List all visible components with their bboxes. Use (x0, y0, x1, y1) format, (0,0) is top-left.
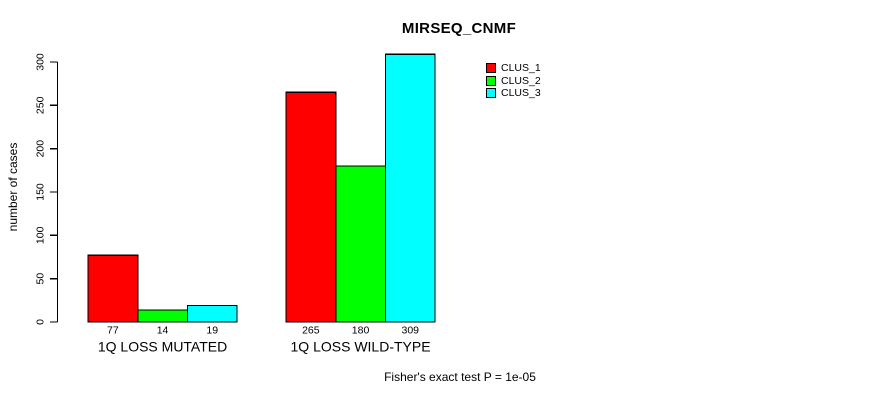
chart-title: MIRSEQ_CNMF (401, 20, 517, 37)
bar (87, 254, 139, 323)
bar-value-label: 14 (157, 325, 169, 337)
legend-label: CLUS_1 (501, 62, 541, 75)
legend-label: CLUS_2 (501, 74, 541, 87)
y-axis-tick-label: 0 (35, 319, 47, 325)
y-axis-tick-label: 100 (35, 226, 47, 244)
legend-swatch (486, 63, 496, 74)
legend: CLUS_1 CLUS_2 CLUS_3 (486, 62, 541, 99)
bar-value-label: 77 (107, 325, 119, 337)
bar (137, 309, 188, 323)
group-label: 1Q LOSS WILD-TYPE (291, 339, 431, 355)
group-label: 1Q LOSS MUTATED (98, 339, 227, 355)
y-axis-tick-label: 300 (35, 53, 47, 71)
bar-value-label: 19 (206, 325, 218, 337)
bar-value-label: 265 (302, 325, 320, 337)
y-axis-tick-label: 200 (35, 140, 47, 158)
legend-item: CLUS_3 (486, 87, 541, 99)
y-axis-tick-label: 250 (35, 96, 47, 114)
bar (384, 53, 436, 323)
bar (335, 165, 387, 323)
stat-annotation: Fisher's exact test P = 1e-05 (384, 370, 536, 384)
legend-swatch (486, 75, 496, 86)
legend-item: CLUS_2 (486, 74, 541, 87)
y-axis-tick-label: 50 (35, 273, 47, 285)
bar-value-label: 180 (352, 325, 370, 337)
bar (285, 91, 337, 323)
legend-label: CLUS_3 (501, 86, 541, 99)
legend-swatch (486, 87, 496, 98)
bar (186, 304, 238, 323)
y-axis-tick-label: 150 (35, 183, 47, 201)
legend-item: CLUS_1 (486, 62, 541, 74)
bar-value-label: 309 (401, 325, 419, 337)
